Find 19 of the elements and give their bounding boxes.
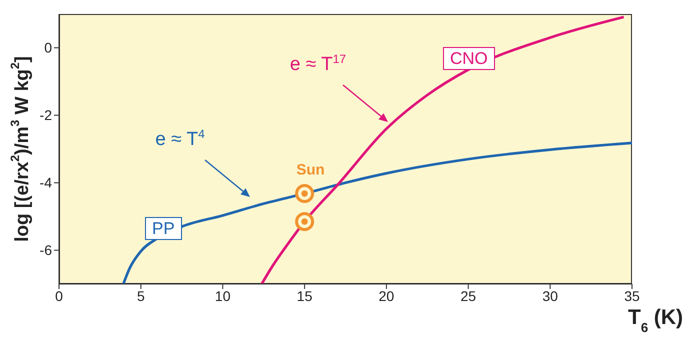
x-tick-label: 25 — [460, 288, 476, 304]
x-tick-label: 20 — [378, 288, 394, 304]
line-series — [260, 16, 626, 284]
x-tick-label: 5 — [136, 288, 145, 304]
x-axis-title: T$_{6}$ (K) — [628, 306, 684, 334]
series-label: CNO — [443, 47, 495, 70]
x-tick-label: 15 — [296, 288, 313, 304]
y-tick-label: 0 — [44, 40, 52, 56]
series-label: Sun — [296, 162, 325, 179]
x-tick-label: 10 — [214, 288, 231, 304]
y-tick-label: -4 — [40, 174, 52, 191]
series-label: PP — [145, 217, 182, 240]
x-tick-label: 35 — [624, 288, 640, 304]
annotation: e ≈ T$^{17}$ — [290, 52, 346, 75]
annotation: e ≈ T$^{4}$ — [155, 127, 206, 150]
x-tick-label: 30 — [542, 288, 558, 304]
y-tick-label: -6 — [40, 242, 52, 258]
y-tick-label: -2 — [40, 107, 52, 124]
x-tick-label: 0 — [55, 288, 64, 304]
